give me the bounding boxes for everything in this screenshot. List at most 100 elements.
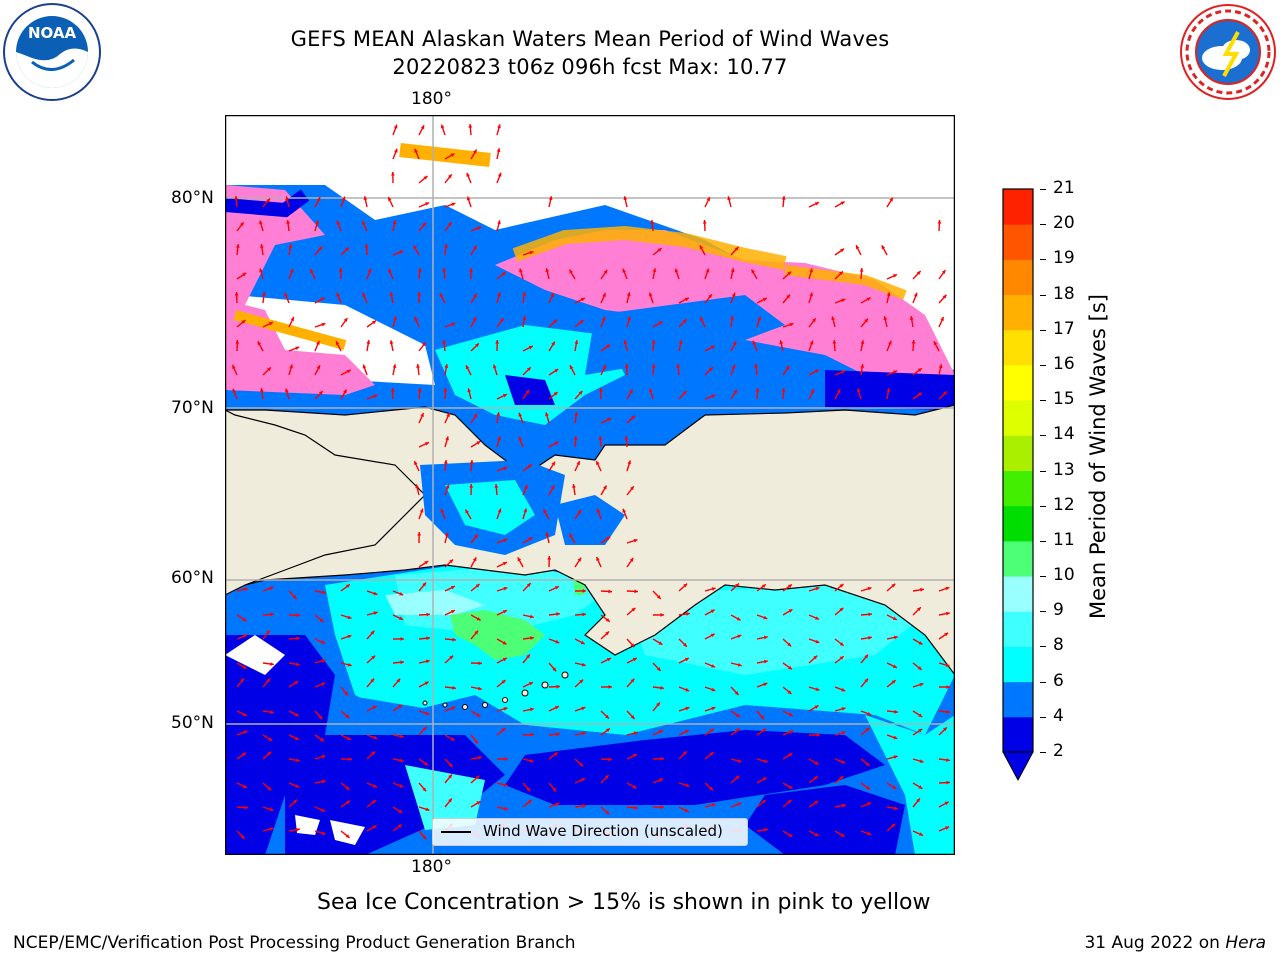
wind-arrow-head: [294, 712, 299, 717]
wind-arrow-head: [841, 687, 846, 692]
wind-arrow-head: [708, 367, 713, 372]
wind-arrow-head: [674, 268, 679, 273]
wind-arrow-head: [235, 340, 240, 344]
wind-arrow-head: [761, 800, 766, 804]
wind-arrow-head: [859, 268, 864, 272]
wind-arrow-head: [367, 268, 372, 273]
wind-arrow-head: [527, 800, 532, 804]
wind-arrow-head: [577, 509, 582, 514]
wind-arrow-head: [918, 392, 922, 397]
wind-arrow-head: [547, 556, 552, 560]
wind-arrow-head: [341, 196, 346, 201]
wind-arrow-head: [892, 616, 897, 621]
wind-arrow-head: [452, 637, 456, 642]
colorbar-tick-label: 8: [1053, 635, 1064, 656]
wind-arrow-head: [734, 246, 739, 251]
wind-arrow-head: [596, 556, 600, 561]
wind-arrow-head: [345, 714, 350, 719]
wind-arrow-head: [348, 757, 352, 762]
wind-arrow-head: [448, 798, 452, 803]
wind-arrow-head: [388, 268, 392, 273]
wind-arrow-head: [414, 148, 418, 153]
wind-arrow-head: [530, 636, 534, 640]
wind-arrow-head: [345, 786, 350, 790]
wind-arrow-head: [397, 824, 402, 829]
wind-arrow-head: [577, 557, 582, 562]
wind-arrow-head: [417, 532, 422, 536]
wind-arrow-head: [676, 364, 681, 368]
wind-arrow-head: [362, 221, 366, 226]
wind-arrow-head: [321, 640, 326, 644]
wind-arrow-head: [259, 268, 263, 273]
wind-arrow-head: [503, 466, 508, 471]
wind-arrow-head: [449, 559, 454, 564]
wind-arrow-head: [398, 704, 403, 709]
wind-arrow-head: [911, 340, 916, 344]
wind-arrow-head: [685, 783, 690, 788]
wind-arrow-head: [757, 316, 762, 321]
wind-arrow-head: [399, 250, 404, 255]
wind-arrow-head: [519, 268, 523, 273]
wind-arrow-head: [235, 244, 240, 248]
wind-arrow-head: [579, 762, 584, 767]
colorbar-tick-mark: [1040, 259, 1046, 261]
wind-arrow-head: [345, 834, 350, 838]
wind-arrow-head: [631, 607, 636, 612]
wind-arrow-head: [550, 485, 555, 490]
wind-arrow-head: [373, 784, 378, 788]
wind-arrow-head: [860, 364, 865, 368]
wind-arrow-head: [529, 614, 534, 619]
wind-arrow-head: [944, 632, 949, 637]
colorbar-band: [1003, 646, 1033, 683]
wind-arrow-head: [399, 591, 404, 596]
wind-arrow-head: [474, 630, 479, 635]
wind-arrow-head: [497, 508, 502, 513]
wind-arrow-head: [400, 734, 404, 739]
wind-arrow-head: [893, 735, 898, 740]
wind-arrow-head: [296, 758, 300, 763]
wind-arrow-head: [918, 713, 923, 717]
wind-arrow-head: [938, 364, 943, 369]
wind-arrow-head: [606, 418, 611, 422]
wind-arrow-head: [554, 369, 559, 373]
colorbar-tick-label: 21: [1053, 178, 1075, 198]
wind-arrow-head: [918, 641, 923, 645]
wind-arrow-head: [336, 220, 341, 225]
wind-arrow-head: [525, 389, 530, 394]
wind-arrow-head: [683, 583, 688, 588]
wind-arrow-head: [656, 595, 661, 599]
wind-arrow-head: [881, 245, 886, 250]
wind-arrow-head: [623, 196, 628, 201]
wind-arrow-head: [919, 682, 924, 687]
wind-arrow-head: [393, 316, 397, 321]
wind-arrow-head: [832, 340, 837, 344]
wind-arrow-head: [266, 630, 270, 635]
wind-arrow-head: [946, 758, 950, 762]
wind-arrow-head: [684, 297, 689, 302]
wind-arrow-head: [295, 346, 300, 351]
wind-arrow-head: [413, 245, 417, 250]
wind-arrow-head: [288, 244, 293, 248]
wind-arrow-head: [864, 678, 869, 683]
wind-arrow-head: [842, 803, 846, 808]
wind-arrow-head: [894, 806, 898, 811]
wind-arrow-head: [466, 172, 470, 177]
wind-arrow-head: [530, 732, 534, 737]
wind-arrow-head: [760, 715, 765, 720]
lat-label-60: 60°N: [171, 568, 214, 588]
colorbar-title: Mean Period of Wind Waves [s]: [1086, 294, 1110, 619]
wind-arrow-head: [414, 461, 418, 466]
wind-arrow-head: [448, 763, 453, 768]
wind-arrow-head: [789, 730, 794, 734]
wind-arrow-head: [630, 486, 634, 491]
wind-arrow-head: [867, 586, 872, 591]
wind-arrow-head: [316, 340, 320, 345]
wind-arrow-head: [814, 369, 819, 374]
wind-arrow-head: [841, 707, 846, 711]
wind-arrow-head: [270, 662, 274, 666]
wind-arrow-head: [449, 655, 454, 660]
wind-arrow-head: [555, 802, 560, 807]
wind-arrow-head: [450, 610, 455, 614]
wind-arrow-head: [581, 706, 586, 711]
wind-arrow-head: [686, 612, 690, 616]
